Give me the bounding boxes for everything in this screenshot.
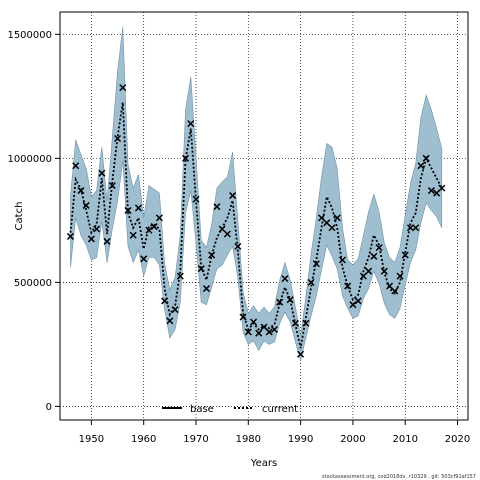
observed-point (129, 231, 137, 239)
observed-point (323, 219, 331, 227)
observed-point (187, 120, 195, 128)
observed-point (202, 285, 210, 293)
observed-point (265, 328, 273, 336)
observed-point (333, 214, 341, 222)
observed-point (119, 84, 127, 92)
observed-point (155, 214, 163, 222)
series-lines (69, 102, 443, 349)
observed-point (255, 329, 263, 337)
observed-point (223, 230, 231, 238)
observed-point (338, 256, 346, 264)
observed-point (349, 301, 357, 309)
x-tick-label: 1950 (79, 434, 104, 445)
y-tick-label: 1000000 (7, 154, 52, 165)
observed-point (161, 297, 169, 305)
observed-point (72, 162, 80, 170)
observed-point (354, 297, 362, 305)
legend-current-label: current (262, 404, 298, 415)
observed-point (433, 189, 441, 197)
observed-point (218, 225, 226, 233)
observed-point (422, 154, 430, 162)
legend-base-label: base (190, 404, 214, 415)
observed-point (103, 237, 111, 245)
confidence-band-area (70, 26, 443, 361)
observed-point (302, 319, 310, 327)
observed-point (150, 223, 158, 231)
observed-point (124, 206, 132, 214)
footer-text: stockassessment.org, cod2018dv, r10329 ,… (322, 474, 476, 480)
observed-point (66, 232, 74, 240)
y-axis: 0 500000 1000000 1500000 (7, 30, 60, 413)
observed-points (66, 84, 446, 358)
observed-point (176, 272, 184, 280)
observed-point (276, 298, 284, 306)
observed-point (114, 134, 122, 143)
y-tick-label: 500000 (14, 278, 52, 289)
observed-point (270, 325, 278, 334)
observed-point (182, 154, 190, 162)
observed-point (401, 251, 409, 259)
observed-point (359, 272, 367, 280)
observed-point (197, 265, 205, 273)
x-axis: 1950 1960 1970 1980 1990 2000 2010 2020 (79, 420, 470, 445)
observed-point (213, 203, 221, 211)
observed-point (291, 319, 299, 327)
observed-point (427, 187, 435, 195)
observed-point (244, 328, 252, 336)
observed-point (250, 318, 258, 326)
x-axis-label: Years (250, 458, 277, 469)
observed-point (234, 242, 242, 250)
observed-point (318, 214, 326, 222)
observed-point (406, 224, 414, 232)
observed-point (134, 204, 142, 212)
observed-point (145, 226, 153, 234)
y-tick-label: 0 (46, 402, 52, 413)
observed-point (380, 267, 388, 275)
x-tick-label: 2010 (393, 434, 418, 445)
observed-point (192, 195, 200, 203)
x-tick-label: 2020 (445, 434, 470, 445)
observed-point (375, 244, 383, 252)
x-tick-label: 1970 (183, 434, 208, 445)
observed-point (87, 235, 95, 243)
y-tick-label: 1500000 (7, 30, 52, 41)
x-tick-label: 1980 (236, 434, 261, 445)
observed-point (328, 224, 336, 232)
observed-point (281, 275, 289, 283)
confidence-band (70, 26, 443, 361)
legend: base current (162, 404, 298, 415)
observed-point (386, 282, 394, 290)
x-tick-label: 2000 (340, 434, 365, 445)
observed-point (417, 162, 425, 170)
observed-point (108, 182, 116, 190)
observed-point (344, 282, 352, 290)
observed-point (391, 287, 399, 295)
observed-point (370, 252, 378, 260)
plot-frame (59, 11, 469, 421)
observed-point (396, 272, 404, 280)
observed-point (365, 267, 373, 275)
observed-point (77, 187, 85, 195)
observed-point (286, 296, 294, 304)
observed-point (229, 192, 237, 200)
x-tick-label: 1990 (288, 434, 313, 445)
observed-point (438, 184, 446, 192)
observed-point (208, 251, 216, 259)
observed-point (166, 317, 174, 325)
observed-point (412, 224, 420, 232)
observed-point (260, 323, 268, 331)
observed-point (82, 201, 90, 209)
observed-point (297, 350, 305, 358)
observed-point (98, 169, 106, 177)
observed-point (307, 278, 315, 286)
y-axis-label: Catch (14, 202, 25, 231)
observed-point (140, 255, 148, 263)
x-tick-label: 1960 (131, 434, 156, 445)
observed-point (312, 260, 320, 268)
observed-point (171, 306, 179, 314)
series-current-line (69, 102, 443, 349)
observed-point (239, 313, 247, 321)
observed-point (93, 225, 101, 233)
